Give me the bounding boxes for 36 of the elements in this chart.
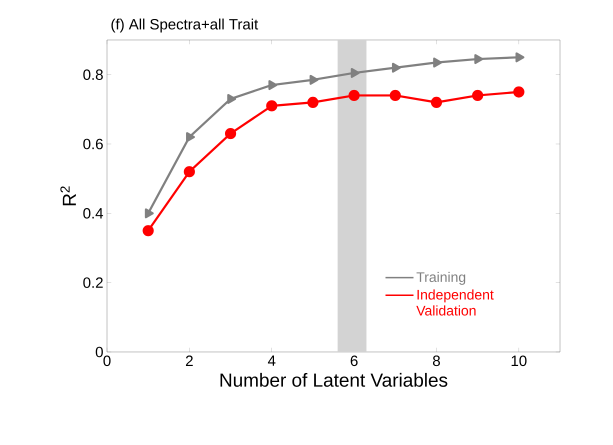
chart-title: (f) All Spectra+all Trait [111, 18, 258, 32]
point [430, 96, 442, 108]
x-tick-label: 10 [512, 356, 527, 366]
point [186, 132, 195, 142]
y-tick-label: 0.8 [83, 69, 103, 80]
y-tick-label: 0.4 [83, 208, 104, 219]
point [350, 68, 360, 78]
y-tick-label: 0 [96, 346, 103, 358]
point [144, 208, 154, 218]
x-tick-label: 8 [432, 356, 440, 366]
point [268, 80, 278, 90]
y-tick-label: 0.6 [83, 138, 103, 150]
legend-label: Training [416, 272, 466, 285]
legend-label: Independent Validation [416, 289, 494, 316]
x-tick-label: 2 [186, 356, 193, 366]
point [390, 90, 401, 102]
x-tick-label: 6 [350, 356, 358, 366]
point [474, 54, 484, 64]
y-axis-title: R$^{2}$ [60, 186, 76, 206]
point [266, 100, 278, 112]
point [513, 86, 524, 98]
point [515, 52, 524, 62]
x-tick-label: 4 [268, 356, 276, 366]
x-tick-label: 0 [103, 356, 111, 366]
point [433, 58, 442, 68]
point [184, 166, 195, 178]
point [227, 94, 236, 104]
point [310, 74, 318, 85]
point [348, 90, 360, 102]
point [392, 62, 401, 73]
point [472, 90, 484, 102]
y-tick-label: 0.2 [83, 277, 103, 288]
x-axis-title: Number of Latent Variables [220, 372, 448, 387]
point [142, 225, 154, 236]
point [307, 96, 318, 108]
point [224, 128, 236, 140]
